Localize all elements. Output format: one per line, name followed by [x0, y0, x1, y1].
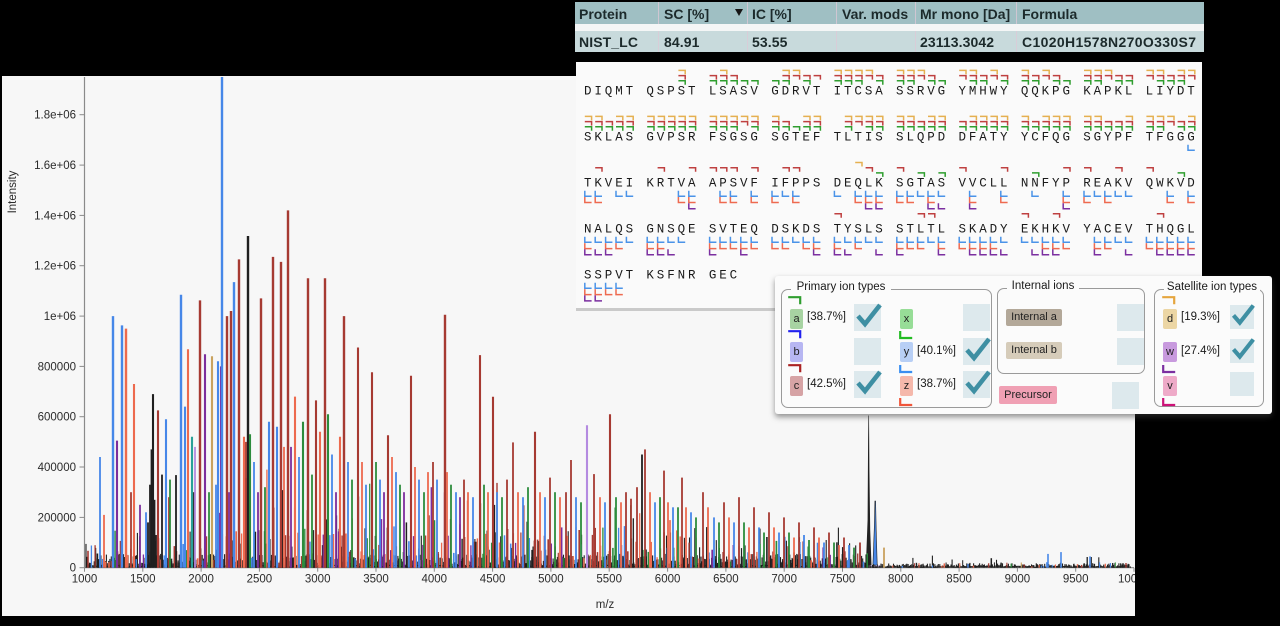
svg-text:600000: 600000	[38, 412, 76, 424]
svg-text:NALQS GNSQE SVTEQ DSKDS TYSLS: NALQS GNSQE SVTEQ DSKDS TYSLS STLTL SKAD…	[584, 222, 1198, 236]
svg-text:1.6e+06: 1.6e+06	[34, 160, 76, 172]
svg-text:1500: 1500	[130, 574, 156, 586]
svg-text:6500: 6500	[713, 574, 739, 586]
svg-text:8500: 8500	[946, 574, 972, 586]
svg-text:5000: 5000	[538, 574, 564, 586]
svg-text:DIQMT QSPST LSASV GDRVT ITCSA: DIQMT QSPST LSASV GDRVT ITCSA SSRVG YMHW…	[584, 84, 1198, 98]
svg-text:200000: 200000	[38, 512, 76, 524]
svg-text:4500: 4500	[480, 574, 506, 586]
svg-text:9500: 9500	[1063, 574, 1089, 586]
svg-text:10000: 10000	[1118, 574, 1135, 586]
svg-text:6000: 6000	[655, 574, 681, 586]
svg-text:400000: 400000	[38, 462, 76, 474]
svg-text:7000: 7000	[771, 574, 797, 586]
svg-text:3500: 3500	[363, 574, 389, 586]
svg-text:SSPVT KSFNR GEC: SSPVT KSFNR GEC	[584, 269, 740, 283]
svg-text:1.2e+06: 1.2e+06	[34, 261, 76, 273]
svg-text:Intensity: Intensity	[7, 170, 19, 213]
svg-text:1000: 1000	[72, 574, 98, 586]
svg-text:0: 0	[70, 563, 76, 575]
svg-text:m/z: m/z	[596, 599, 615, 611]
svg-text:SKLAS GVPSR FSGSG SGTEF TLTIS: SKLAS GVPSR FSGSG SGTEF TLTIS SLQPD DFAT…	[584, 130, 1198, 144]
svg-text:2500: 2500	[247, 574, 273, 586]
svg-text:8000: 8000	[888, 574, 914, 586]
svg-text:1e+06: 1e+06	[44, 311, 76, 323]
svg-text:7500: 7500	[830, 574, 856, 586]
svg-text:TKVEI KRTVA APSVF IFPPS DEQLK: TKVEI KRTVA APSVF IFPPS DEQLK SGTAS VVCL…	[584, 176, 1198, 190]
svg-text:1.8e+06: 1.8e+06	[34, 110, 76, 122]
svg-text:800000: 800000	[38, 361, 76, 373]
svg-text:5500: 5500	[596, 574, 622, 586]
svg-text:3000: 3000	[305, 574, 331, 586]
svg-text:2000: 2000	[188, 574, 214, 586]
svg-text:1.4e+06: 1.4e+06	[34, 210, 76, 222]
svg-text:4000: 4000	[422, 574, 448, 586]
svg-text:9000: 9000	[1005, 574, 1031, 586]
